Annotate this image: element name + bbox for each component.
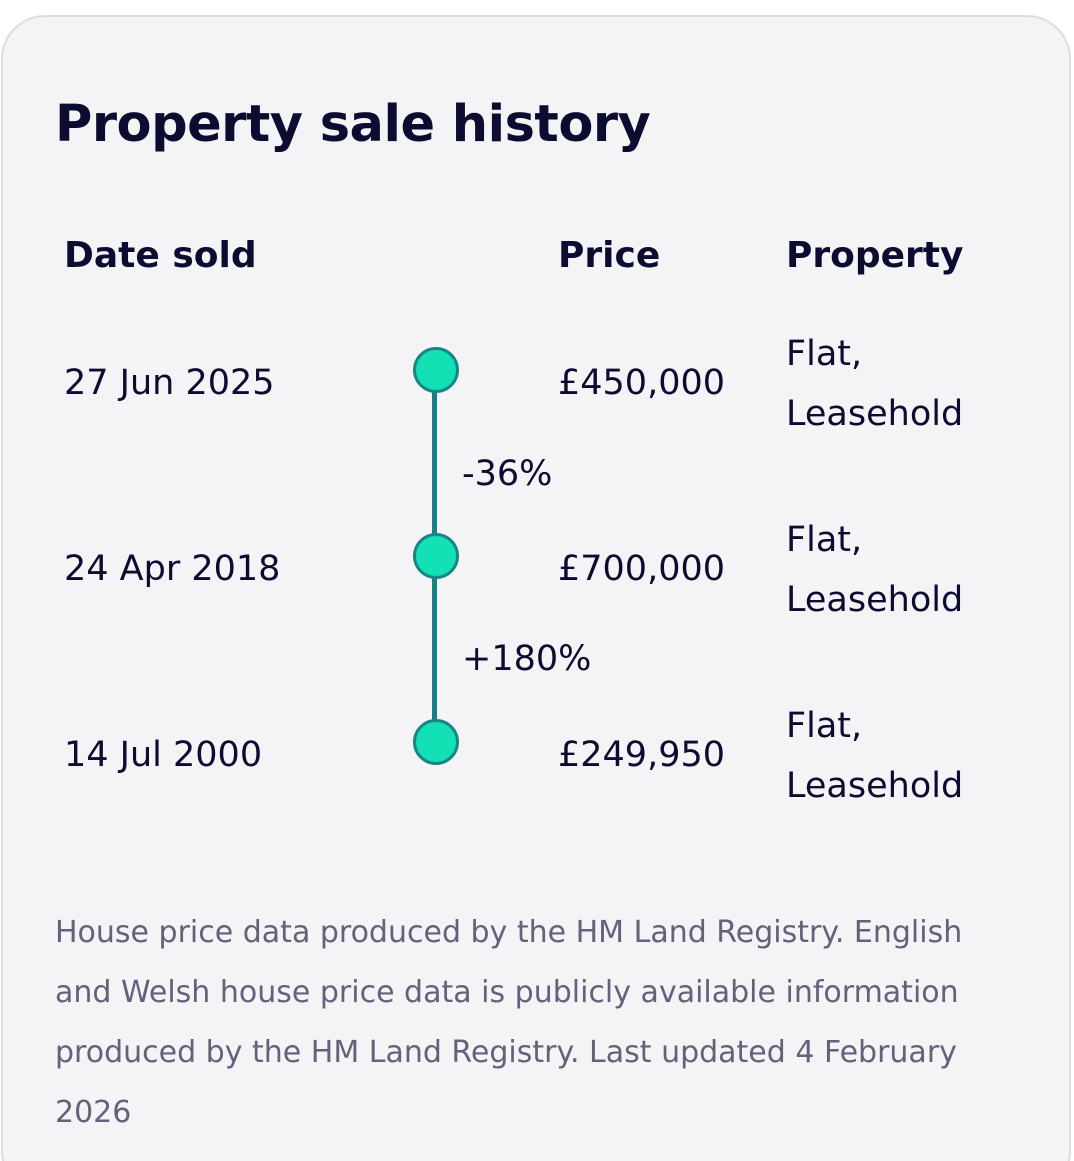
sale-date: 27 Jun 2025 <box>64 363 275 403</box>
column-header-price: Price <box>558 235 661 276</box>
property-type: Flat, <box>786 520 863 560</box>
property-tenure: Leasehold <box>786 766 964 806</box>
sale-date: 14 Jul 2000 <box>64 735 263 775</box>
property-tenure: Leasehold <box>786 394 964 434</box>
column-header-date: Date sold <box>64 235 257 276</box>
price-change: +180% <box>462 639 592 679</box>
timeline-dot <box>413 347 459 393</box>
sale-price: £249,950 <box>558 735 726 775</box>
sale-price: £700,000 <box>558 549 726 589</box>
sale-price: £450,000 <box>558 363 726 403</box>
property-type: Flat, <box>786 706 863 746</box>
property-tenure: Leasehold <box>786 580 964 620</box>
card-title: Property sale history <box>55 95 651 154</box>
column-header-property: Property <box>786 235 964 276</box>
sale-date: 24 Apr 2018 <box>64 549 281 589</box>
timeline-dot <box>413 719 459 765</box>
sale-property: Flat, Leasehold <box>786 696 963 816</box>
price-change: -36% <box>462 454 553 494</box>
timeline-dot <box>413 533 459 579</box>
sale-property: Flat, Leasehold <box>786 324 963 444</box>
sale-history-card: Property sale history Date sold Price Pr… <box>1 15 1071 1161</box>
data-source-footnote: House price data produced by the HM Land… <box>55 915 963 1130</box>
property-type: Flat, <box>786 334 863 374</box>
sale-property: Flat, Leasehold <box>786 510 963 630</box>
